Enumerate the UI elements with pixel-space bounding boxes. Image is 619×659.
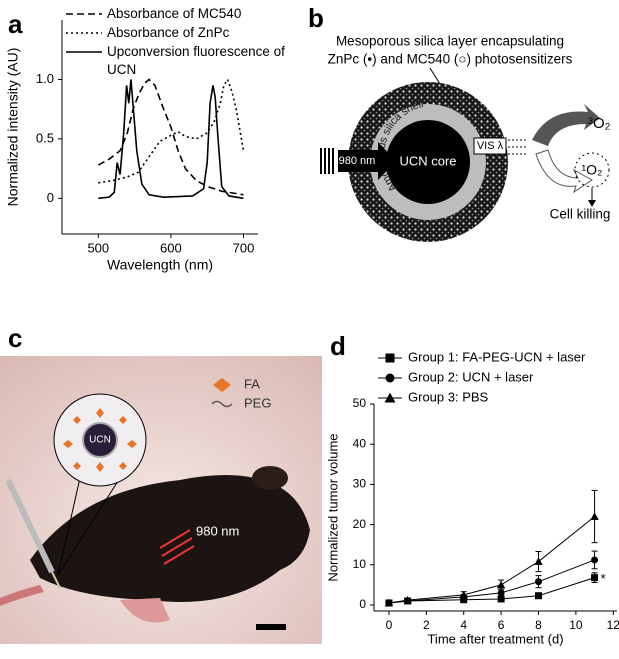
marker — [591, 556, 599, 564]
marker — [497, 595, 505, 603]
legend-entry: Upconversion fluorescence of UCN — [107, 44, 285, 77]
y-axis-label: Normalized tumor volume — [325, 433, 340, 581]
marker — [590, 512, 599, 521]
x-tick-label: 0 — [386, 618, 393, 632]
marker — [403, 595, 412, 604]
x-tick-label: 700 — [233, 240, 255, 255]
vis-arrows — [508, 139, 528, 155]
paw — [120, 598, 170, 623]
y-tick-label: 50 — [353, 396, 367, 410]
legend-label: Group 2: UCN + laser — [408, 369, 534, 384]
marker — [591, 574, 599, 582]
mouse-ear — [252, 466, 288, 490]
series-line — [388, 516, 595, 604]
marker — [459, 590, 468, 599]
x-tick-label: 2 — [423, 618, 430, 632]
syringe — [5, 478, 55, 574]
marker — [384, 598, 394, 607]
y-tick-label: 0 — [359, 597, 366, 611]
result-label: Cell killing — [550, 207, 611, 222]
laser-beam — [159, 529, 195, 565]
legend-label: Upconversion fluorescence of UCN — [107, 44, 285, 77]
singlet-oxygen: ¹O₂ — [582, 162, 603, 178]
marker — [496, 580, 506, 589]
zoom-line — [57, 477, 81, 576]
y-tick-label: 40 — [353, 436, 367, 450]
legend-label: PEG — [244, 395, 271, 410]
panel-label: d — [330, 331, 346, 361]
y-tick-label: 30 — [353, 477, 367, 491]
y-tick-label: 0 — [47, 190, 54, 205]
triplet-oxygen: ³O₂ — [588, 115, 611, 132]
scale-bar — [256, 624, 286, 630]
panel-label: b — [308, 3, 324, 33]
marker — [384, 392, 396, 403]
series-line — [97, 78, 244, 196]
arrow-head — [588, 200, 596, 207]
x-tick-label: 4 — [460, 618, 467, 632]
x-axis-label: Wavelength (nm) — [107, 257, 213, 273]
laser-source — [318, 148, 336, 174]
ucn-core — [386, 120, 470, 204]
y-axis-label: Normalized intensity (AU) — [5, 48, 21, 207]
marker — [534, 557, 543, 566]
fa-ligands — [63, 408, 137, 472]
y-tick-label: 20 — [353, 517, 367, 531]
inset-label: UCN — [89, 435, 111, 446]
y-tick-label: 1.0 — [36, 71, 54, 86]
x-tick-label: 600 — [160, 240, 182, 255]
y-tick-label: 0.5 — [36, 130, 54, 145]
x-tick-label: 8 — [535, 618, 542, 632]
diagram-title: ZnPc (•) and MC540 (○) photosensitizers — [328, 52, 573, 67]
pointer — [429, 67, 441, 85]
mouse — [30, 475, 310, 602]
x-tick-label: 500 — [87, 240, 109, 255]
vis-box — [473, 137, 507, 155]
laser-arrow — [338, 142, 396, 180]
marker — [534, 592, 542, 600]
core-label: UCN core — [399, 153, 456, 168]
legend-entry: Absorbance of ZnPc — [107, 25, 230, 40]
diagram-title: Mesoporous silica layer encapsulating — [336, 34, 564, 49]
marker — [497, 589, 505, 597]
ucn-particle — [82, 422, 118, 458]
output-label: VIS λ — [477, 140, 504, 152]
fa-legend-marker — [213, 378, 231, 392]
x-tick-label: 10 — [569, 618, 583, 632]
transfer-arrow — [535, 149, 593, 194]
legend-label: Absorbance of ZnPc — [107, 25, 230, 40]
panel-label: a — [8, 9, 23, 39]
legend-label: FA — [244, 376, 260, 391]
singlet-burst — [574, 152, 610, 188]
legend-entry: Absorbance of MC540 — [107, 6, 242, 21]
y-tick-label: 10 — [353, 557, 367, 571]
marker — [534, 578, 542, 586]
excitation-arrow — [532, 104, 600, 146]
panel-label: c — [8, 323, 22, 353]
tail — [0, 585, 44, 606]
x-tick-label: 6 — [498, 618, 505, 632]
marker — [385, 373, 395, 383]
legend-label: Group 3: PBS — [408, 389, 489, 404]
marker — [385, 353, 395, 363]
laser-label: 980 nm — [196, 523, 239, 538]
series-line — [388, 559, 595, 604]
input-label: 980 nm — [339, 155, 376, 167]
x-axis-label: Time after treatment (d) — [427, 631, 563, 646]
needle — [51, 571, 61, 589]
zoom-line — [57, 477, 121, 576]
legend-label: Group 1: FA-PEG-UCN + laser — [408, 349, 586, 364]
annotation: * — [601, 571, 606, 586]
diagram: Mesoporous silica layer encapsulating Zn… — [318, 34, 611, 242]
photo: UCN FA PEG 980 nm — [0, 356, 322, 644]
x-tick-label: 12 — [607, 618, 619, 632]
series-line — [98, 79, 244, 200]
legend-label: Absorbance of MC540 — [107, 6, 242, 21]
peg-legend-marker — [211, 400, 233, 408]
